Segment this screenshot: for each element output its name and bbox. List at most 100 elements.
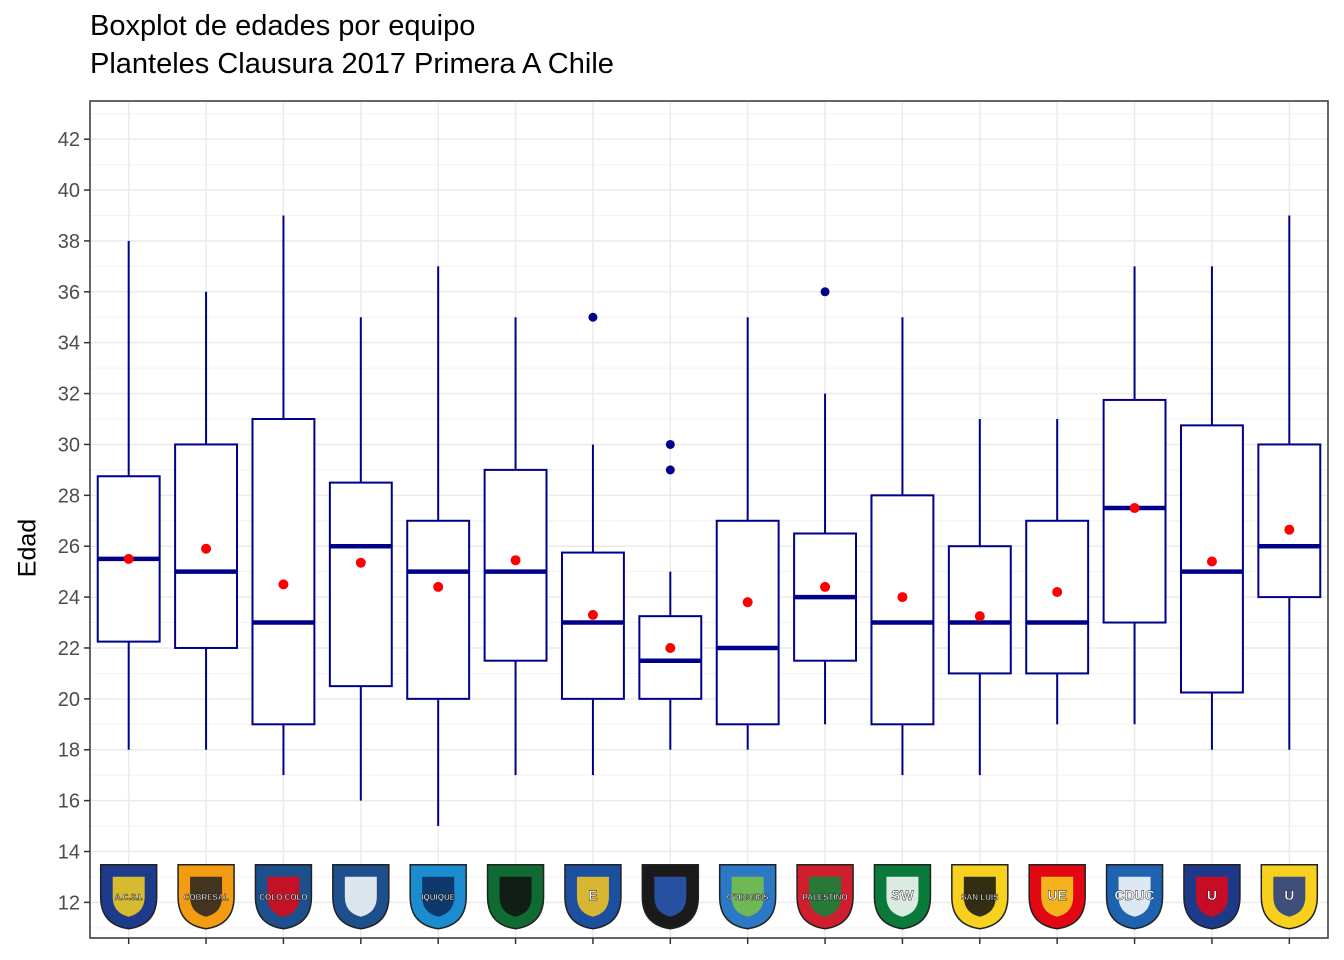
team-logos: A.C.S.I. COBRESAL COLO COLO IQUIQUE E O'HIGGI… [99,864,1319,930]
crest-inner [422,876,455,917]
y-tick-label: 24 [58,587,80,609]
ohiggins-crest: O'HIGGINS [718,864,777,930]
crest-text: PALESTINO [802,893,847,902]
crest-inner [1041,876,1074,917]
huachipato-crest [641,864,700,930]
mean-point [742,597,753,608]
crest-inner [1195,876,1228,917]
y-tick-label: 40 [58,180,80,202]
crest-inner [1273,876,1306,917]
crest-inner [190,876,223,917]
panel-border [89,100,1329,939]
mean-point [355,557,366,568]
outlier-point [820,287,830,297]
box [328,481,393,688]
audax-italiano-crest: A.C.S.I. [99,864,158,930]
crest-text: COBRESAL [184,893,229,902]
y-tick-label: 36 [58,282,80,304]
y-tick-label: 16 [58,791,80,813]
chart-title: Boxplot de edades por equipo [90,10,476,42]
mean-point [897,592,908,603]
crest-inner [963,876,996,917]
outlier-point [665,465,675,475]
iquique-crest: IQUIQUE [409,864,467,930]
catolica-crest: CDUC [1105,864,1164,930]
palestino-crest: PALESTINO [796,864,854,930]
mean-point [433,581,444,592]
crest-text: SW [891,887,914,903]
mean-point [1284,524,1295,535]
everton-crest: E [564,864,622,930]
u-de-chile-crest: U [1183,864,1241,930]
mean-point [820,581,831,592]
wanderers-crest: SW [873,864,932,930]
box [406,519,471,700]
crest-inner [809,876,842,917]
crest-inner [344,876,377,917]
antofagasta-crest [332,864,390,930]
crest-text: CDUC [1114,887,1154,903]
boxes [96,215,1322,827]
box [251,418,316,726]
box [1025,519,1090,675]
crest-text: U [1284,887,1294,903]
mean-point [510,555,521,566]
crest-text: U [1207,887,1217,903]
crest-inner [886,876,919,917]
box [174,443,239,649]
mean-point [278,579,289,590]
crest-inner [267,876,300,917]
box [638,615,703,700]
crest-text: O'HIGGINS [727,893,770,902]
mean-point [1206,556,1217,567]
crest-inner [112,876,145,917]
y-tick-label: 26 [58,536,80,558]
crest-text: IQUIQUE [421,893,455,902]
y-tick-label: 34 [58,333,80,355]
crest-inner [654,876,687,917]
colo-colo-crest: COLO COLO [254,864,313,930]
y-tick-label: 20 [58,689,80,711]
mean-point [1052,587,1063,598]
cobresal-crest: COBRESAL [177,864,235,930]
mean-point [665,642,676,653]
u-de-concepcion-crest: U [1260,864,1319,930]
box [1257,443,1322,599]
box [947,545,1012,675]
outlier-point [588,312,598,322]
y-tick-label: 18 [58,740,80,762]
san-luis-crest: SAN LUIS [951,864,1009,930]
crest-inner [731,876,764,917]
temuco-crest [486,864,545,930]
box [483,468,548,662]
y-tick-label: 28 [58,485,80,507]
mean-point [201,543,212,554]
y-tick-label: 22 [58,638,80,660]
outlier-point [665,439,675,449]
axes: 12 14 16 18 20 22 24 26 28 30 32 34 36 38 40 42 [58,129,1291,944]
crest-text: UE [1047,887,1066,903]
chart-subtitle: Planteles Clausura 2017 Primera A Chile [90,48,614,80]
y-tick-label: 14 [58,842,80,864]
box [870,494,935,726]
crest-inner [576,876,609,917]
y-tick-label: 38 [58,231,80,253]
box [715,519,780,726]
crest-text: E [588,887,597,903]
crest-inner [1118,876,1151,917]
y-tick-label: 30 [58,434,80,456]
box [560,551,625,700]
crest-text: SAN LUIS [961,893,999,902]
crest-inner [499,876,532,917]
mean-point [587,609,598,620]
mean-point [123,553,134,564]
mean-point [1129,503,1140,514]
crest-text: COLO COLO [259,893,307,902]
mean-point [974,611,985,622]
y-tick-label: 42 [58,129,80,151]
y-tick-label: 12 [58,892,80,914]
union-espanola-crest: UE [1028,864,1086,930]
crest-text: A.C.S.I. [115,893,143,902]
y-tick-label: 32 [58,384,80,406]
